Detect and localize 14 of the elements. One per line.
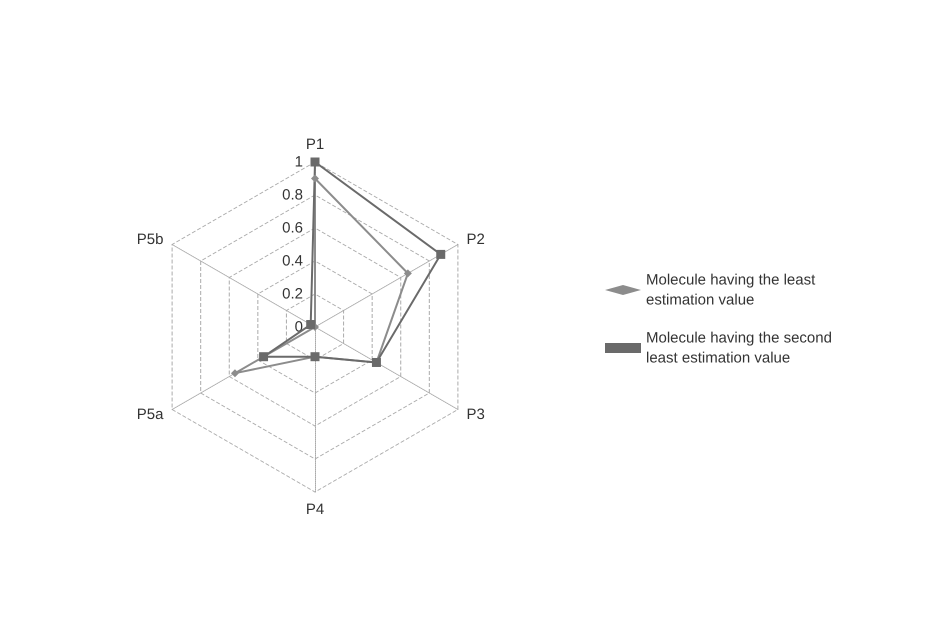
y-tick-label: 0 [294,318,303,336]
spoke-label: P5a [136,406,164,423]
legend-label: Molecule having the least estimation value [646,272,820,308]
y-tick-label: 0.6 [282,220,303,236]
spoke-label: P5b [136,231,164,248]
spoke-label: P4 [306,501,324,518]
spoke-label: P3 [466,406,485,423]
y-tick-label: 0.8 [282,186,303,204]
legend-label: Molecule having the second least estimation value [646,330,836,366]
y-tick-label: 0.2 [282,286,303,302]
spoke-label: P1 [306,136,324,153]
spoke-label: P2 [466,231,485,248]
y-tick-label: 0.4 [282,252,303,270]
y-tick-label: 1 [294,154,303,170]
